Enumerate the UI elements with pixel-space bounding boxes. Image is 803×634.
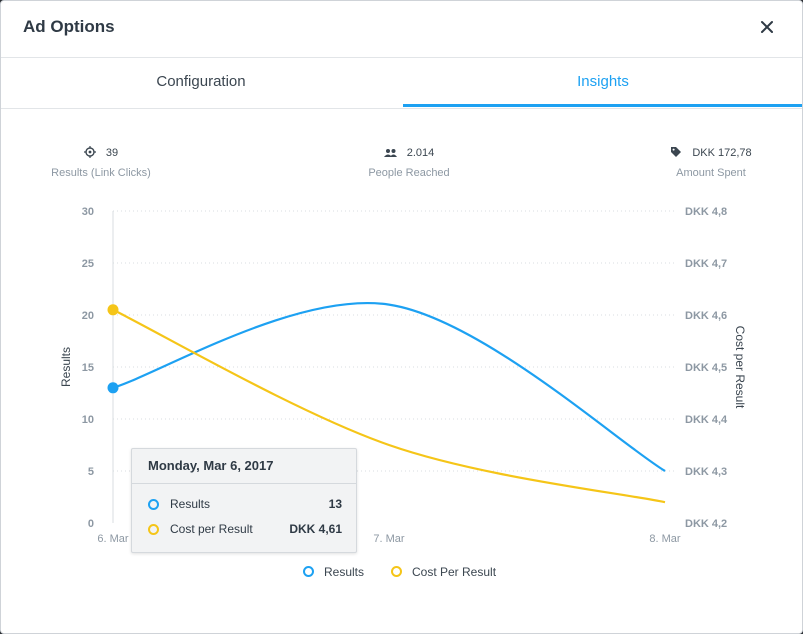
stat-amount-value: DKK 172,78	[692, 147, 752, 159]
stat-results-value: 39	[105, 147, 119, 159]
tooltip-row-results: Results 13	[148, 497, 342, 513]
chart-tooltip: Monday, Mar 6, 2017 Results 13 Cost per …	[131, 448, 357, 553]
cost-ring-icon	[148, 524, 159, 535]
tab-insights[interactable]: Insights	[577, 73, 629, 90]
tooltip-row-value: DKK 4,61	[289, 522, 342, 536]
modal-title: Ad Options	[23, 17, 115, 36]
stat-amount-spent: DKK 172,78 Amount Spent	[621, 145, 801, 179]
stat-people-reached: 2.014 People Reached	[319, 145, 499, 179]
legend-label: Cost Per Result	[412, 565, 497, 579]
stat-people-label: People Reached	[368, 167, 450, 179]
tooltip-row-name: Cost per Result	[170, 522, 253, 536]
results-legend-icon	[303, 566, 314, 577]
tooltip-row-value: 13	[328, 497, 342, 511]
tooltip-row-name: Results	[170, 497, 211, 511]
people-icon	[383, 149, 397, 157]
legend-label: Results	[324, 565, 365, 579]
tooltip-title: Monday, Mar 6, 2017	[132, 449, 356, 484]
modal-header: Ad Options	[1, 1, 802, 58]
stat-results: 39 Results (Link Clicks)	[11, 145, 191, 179]
tag-icon	[671, 147, 682, 157]
insights-panel: 39 Results (Link Clicks) 2.014 People Re…	[1, 109, 802, 633]
stat-people-value: 2.014	[406, 147, 435, 159]
tab-configuration[interactable]: Configuration	[156, 73, 246, 90]
active-tab-indicator	[403, 104, 802, 107]
tooltip-row-cost: Cost per Result DKK 4,61	[148, 522, 342, 538]
cost-legend-icon	[391, 566, 402, 577]
target-icon	[83, 146, 96, 158]
legend-item-results[interactable]: Results	[303, 565, 364, 579]
results-ring-icon	[148, 499, 159, 510]
legend-item-cost[interactable]: Cost Per Result	[391, 565, 496, 579]
stat-amount-label: Amount Spent	[676, 167, 746, 179]
close-icon[interactable]	[755, 15, 779, 39]
tab-bar: Configuration Insights	[1, 58, 802, 109]
stat-results-label: Results (Link Clicks)	[51, 167, 151, 179]
